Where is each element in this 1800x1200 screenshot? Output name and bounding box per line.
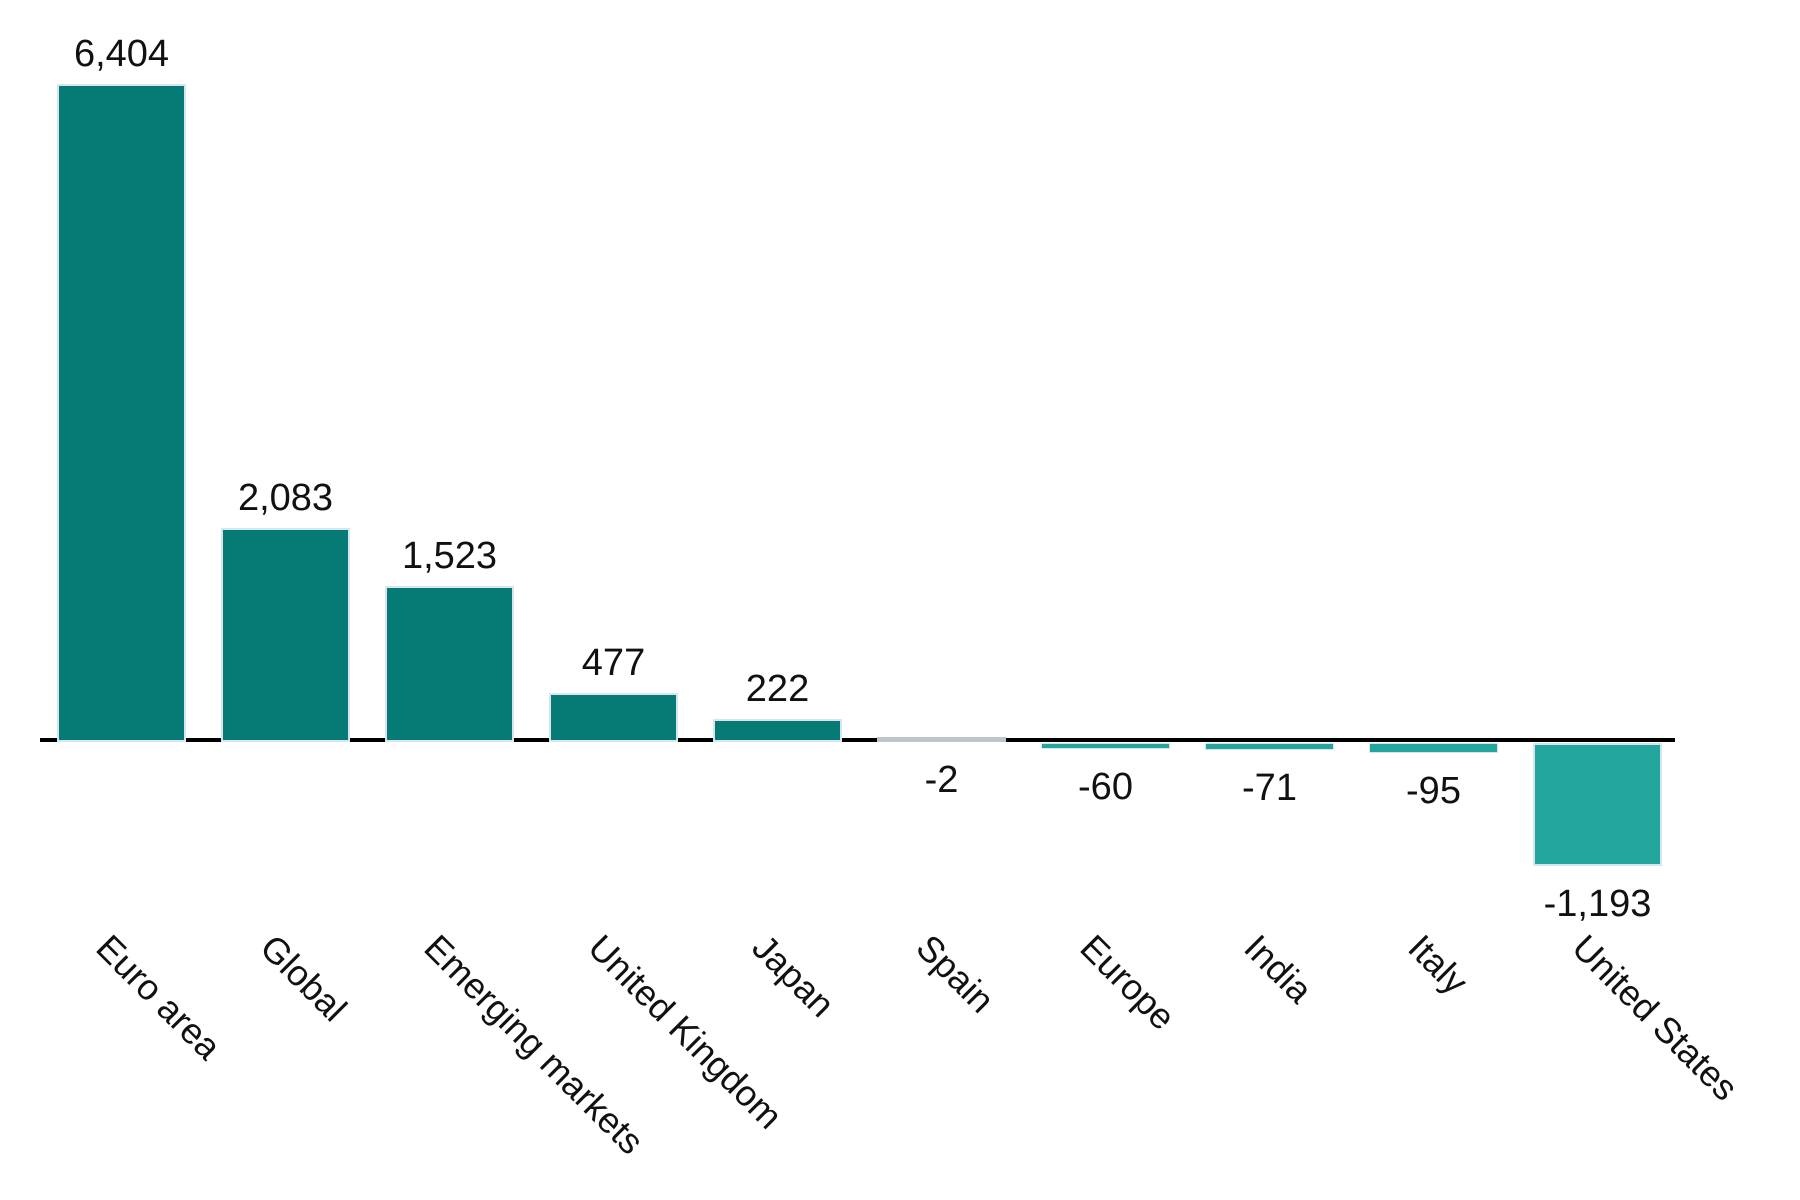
- bar-emerging-markets: [385, 586, 514, 742]
- value-label-italy: -95: [1406, 770, 1461, 812]
- value-label-united-kingdom: 477: [581, 642, 646, 684]
- value-label-spain: -2: [924, 759, 959, 801]
- bar-europe: [1041, 743, 1170, 749]
- x-axis-line: [40, 738, 1675, 742]
- bar-global: [221, 528, 350, 742]
- value-label-united-states: -1,193: [1543, 883, 1652, 925]
- x-tick-label-spain: Spain: [907, 926, 1003, 1021]
- value-label-global: 2,083: [237, 477, 334, 519]
- value-label-india: -71: [1242, 767, 1297, 809]
- bar-spain: [877, 737, 1006, 742]
- x-tick-label-euro-area: Euro area: [87, 926, 229, 1068]
- bar-japan: [713, 719, 842, 742]
- bar-india: [1205, 743, 1334, 750]
- x-tick-label-japan: Japan: [743, 926, 843, 1025]
- value-label-japan: 222: [745, 668, 810, 710]
- bar-united-kingdom: [549, 693, 678, 742]
- x-tick-label-italy: Italy: [1399, 926, 1476, 1003]
- bar-euro-area: [57, 84, 186, 742]
- value-label-euro-area: 6,404: [73, 33, 170, 75]
- bar-united-states: [1533, 743, 1662, 866]
- bar-italy: [1369, 743, 1498, 753]
- value-label-europe: -60: [1078, 766, 1133, 808]
- x-tick-label-global: Global: [251, 926, 355, 1030]
- x-tick-label-united-states: United States: [1563, 926, 1746, 1109]
- x-tick-label-europe: Europe: [1071, 926, 1184, 1038]
- value-label-emerging-markets: 1,523: [401, 535, 498, 577]
- x-tick-label-india: India: [1235, 926, 1321, 1011]
